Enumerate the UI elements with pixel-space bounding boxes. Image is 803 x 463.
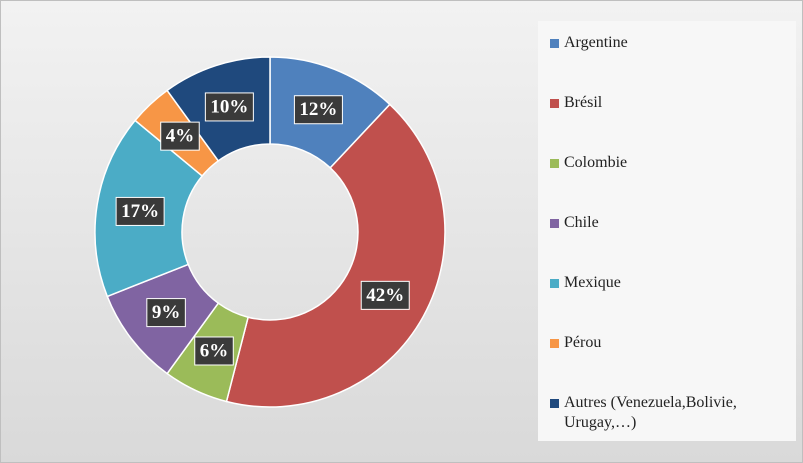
data-label-text: 17% <box>121 201 159 222</box>
data-label-box <box>146 298 186 328</box>
legend-item: Pérou <box>550 333 785 353</box>
legend-label: Chile <box>564 214 599 231</box>
legend-swatch <box>550 159 559 168</box>
legend-label: Brésil <box>564 94 603 111</box>
legend-swatch <box>550 39 559 48</box>
data-label: 42% <box>360 280 410 310</box>
legend-item: Argentine <box>550 33 785 53</box>
data-label-text: 10% <box>210 96 248 117</box>
legend-swatch <box>550 99 559 108</box>
legend-item: Mexique <box>550 273 785 293</box>
legend-label: Argentine <box>564 34 628 51</box>
legend-item: Brésil <box>550 93 785 113</box>
data-label-text: 4% <box>166 126 195 147</box>
legend: Argentine Brésil Colombie Chile Mexique Pérou… <box>538 21 796 441</box>
data-label: 9% <box>146 298 186 328</box>
data-label-text: 6% <box>200 340 229 361</box>
data-label: 10% <box>204 92 254 122</box>
legend-swatch <box>550 219 559 228</box>
data-label-box <box>204 92 254 122</box>
legend-swatch <box>550 339 559 348</box>
legend-swatch <box>550 279 559 288</box>
legend-label: Autres (Venezuela,Bolivie, Urugay,…) <box>564 394 737 431</box>
data-label: 6% <box>194 336 234 366</box>
data-label: 17% <box>115 196 165 226</box>
legend-label: Pérou <box>564 334 602 351</box>
legend-label: Mexique <box>564 274 621 291</box>
legend-item: Colombie <box>550 153 785 173</box>
data-label-box <box>360 280 410 310</box>
data-label-box <box>115 196 165 226</box>
data-label: 4% <box>160 121 200 151</box>
legend-swatch <box>550 399 559 408</box>
data-label-text: 9% <box>152 302 181 323</box>
data-label-box <box>293 95 343 125</box>
data-label-text: 42% <box>366 285 404 306</box>
legend-item: Chile <box>550 213 785 233</box>
data-label-text: 12% <box>299 99 337 120</box>
data-label: 12% <box>293 95 343 125</box>
data-label-box <box>194 336 234 366</box>
legend-item: Autres (Venezuela,Bolivie, Urugay,…) <box>550 393 785 433</box>
data-label-box <box>160 121 200 151</box>
legend-label: Colombie <box>564 154 628 171</box>
donut-slice <box>225 103 446 408</box>
